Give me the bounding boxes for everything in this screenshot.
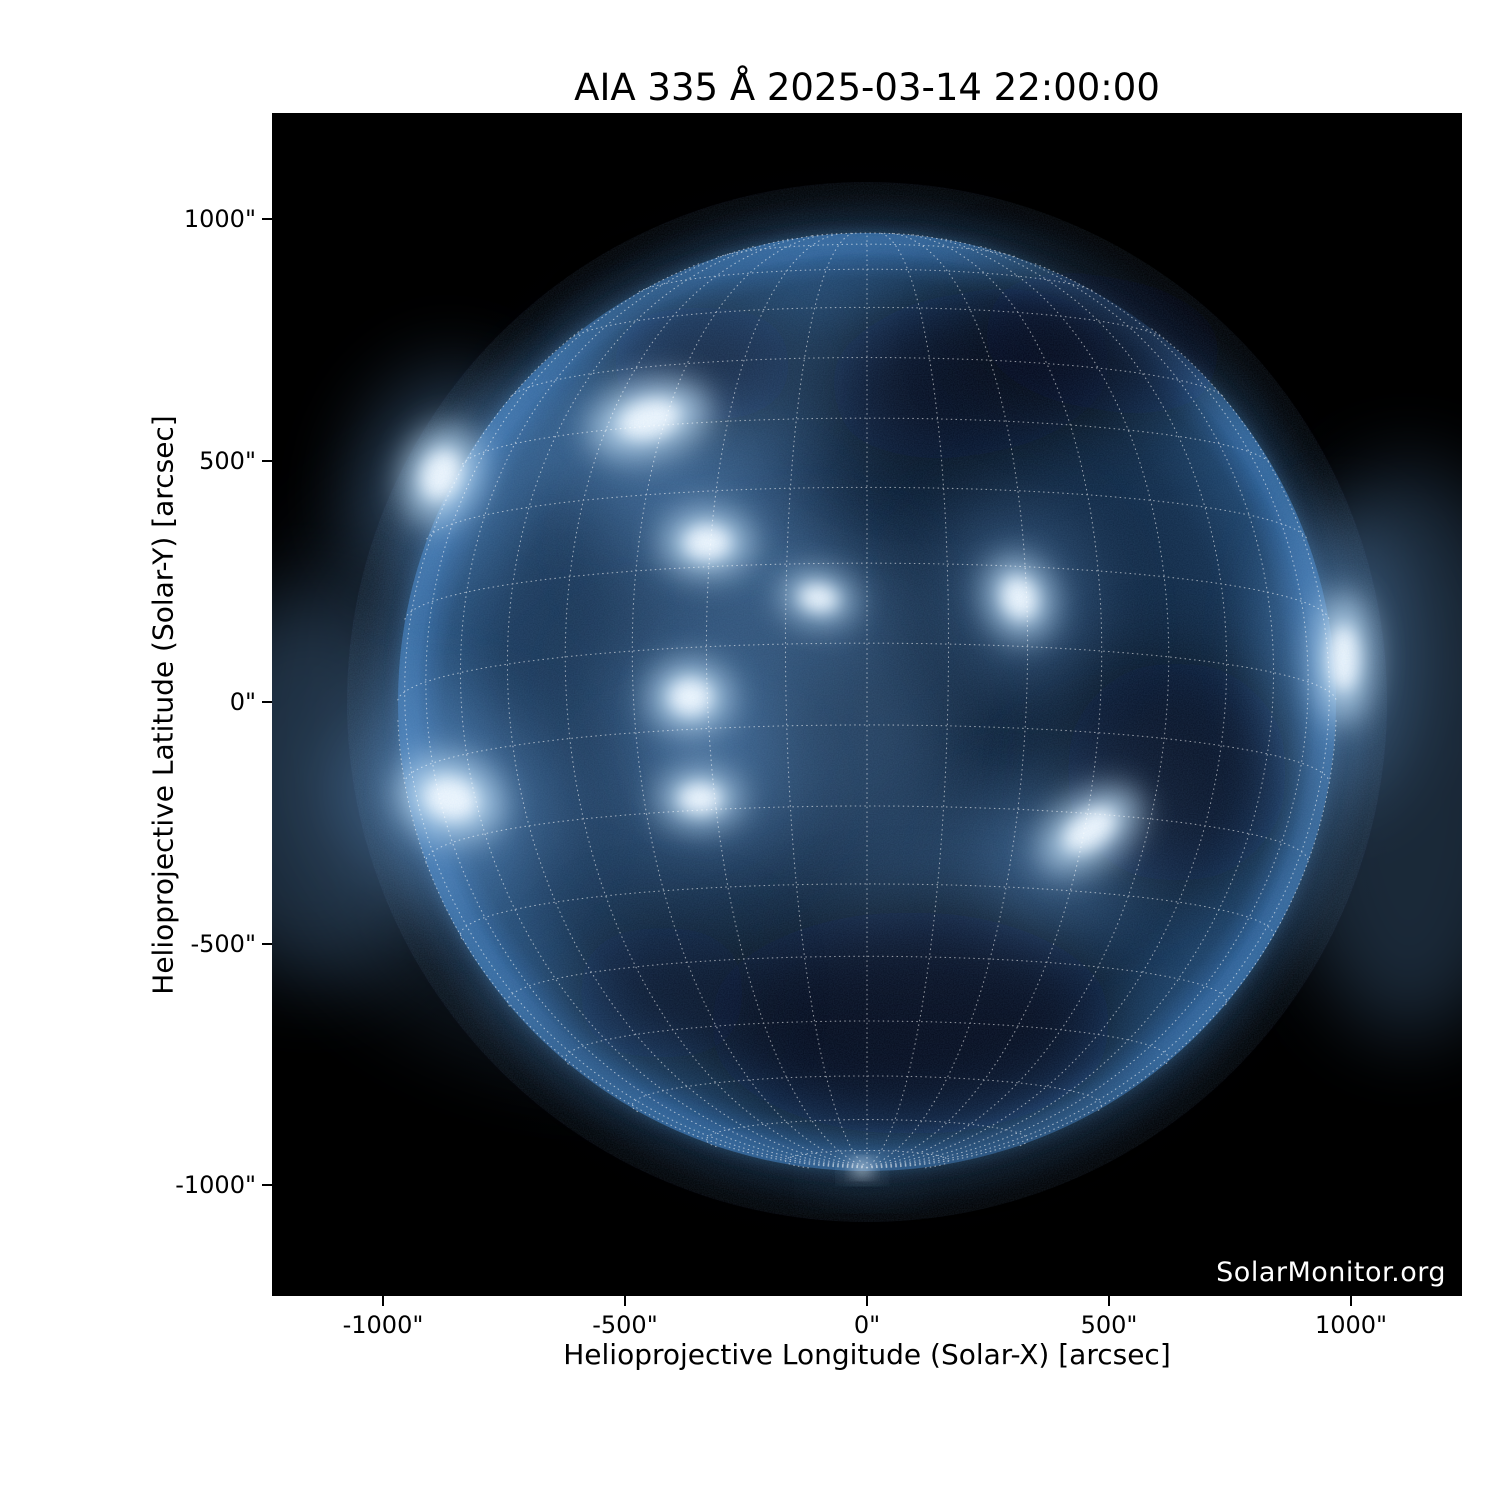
heliographic-grid	[397, 232, 1337, 1169]
x-tick-label: 1000"	[1314, 1311, 1388, 1339]
x-tick-mark	[1108, 1296, 1110, 1306]
watermark: SolarMonitor.org	[1216, 1257, 1446, 1288]
x-tick-mark	[1350, 1296, 1352, 1306]
y-tick-mark	[262, 459, 272, 462]
y-tick-label: 1000"	[183, 205, 256, 233]
x-tick-mark	[624, 1296, 626, 1306]
x-tick-label: -1000"	[342, 1311, 424, 1339]
x-tick-label: 0"	[853, 1311, 881, 1339]
y-tick-mark	[262, 942, 272, 945]
y-tick-mark	[262, 218, 272, 220]
y-tick-label: 0"	[229, 688, 256, 716]
x-tick-mark	[866, 1296, 868, 1306]
x-tick-label: -500"	[592, 1311, 658, 1339]
solar-image	[272, 113, 1462, 1296]
x-axis-label: Helioprojective Longitude (Solar-X) [arc…	[563, 1338, 1171, 1371]
y-tick-mark	[262, 701, 272, 703]
y-tick-mark	[262, 1184, 272, 1186]
plot-title: AIA 335 Å 2025-03-14 22:00:00	[574, 66, 1160, 109]
plot-area: SolarMonitor.org	[272, 113, 1462, 1296]
y-tick-label: -1000"	[175, 1171, 256, 1199]
x-tick-label: 500"	[1080, 1311, 1138, 1339]
y-tick-label: -500"	[190, 929, 256, 958]
x-tick-mark	[382, 1296, 384, 1306]
y-tick-label: 500"	[199, 446, 256, 475]
